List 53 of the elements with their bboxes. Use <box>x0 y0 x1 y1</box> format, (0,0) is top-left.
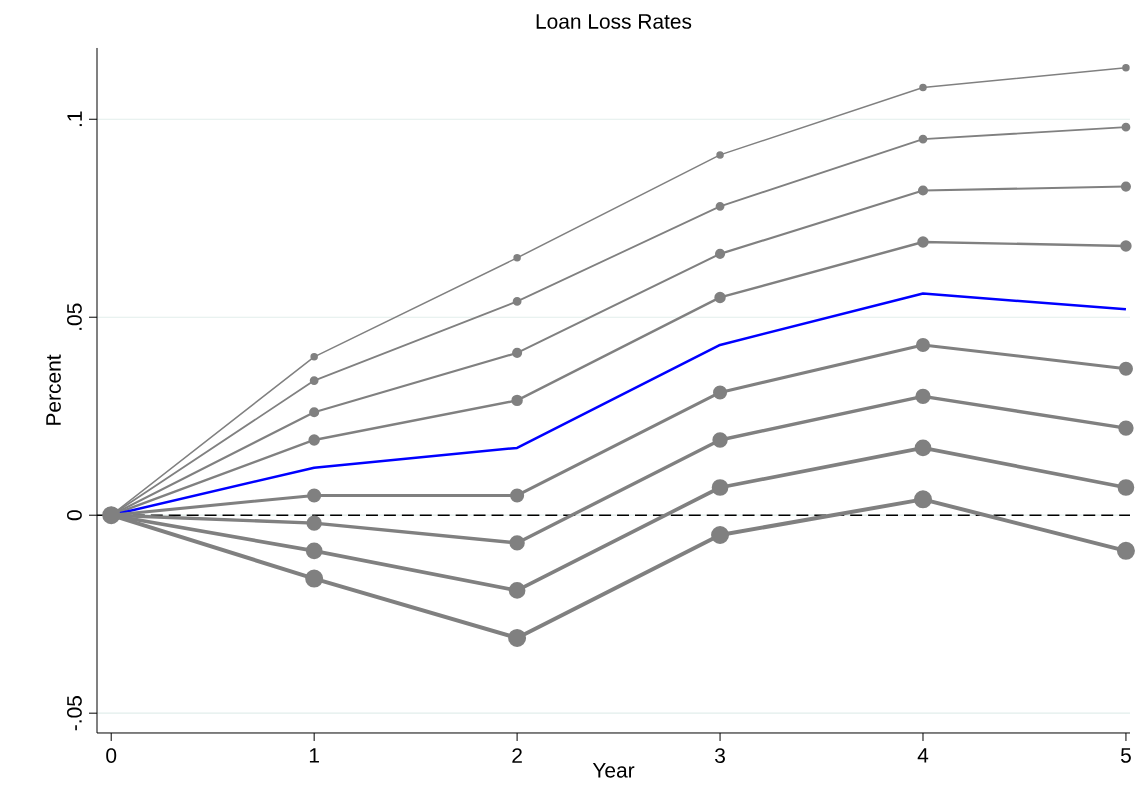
x-tick-label: 5 <box>1120 748 1131 763</box>
point <box>914 439 932 457</box>
point <box>512 347 523 358</box>
point <box>1122 64 1130 72</box>
y-axis-title: Percent <box>46 354 61 425</box>
x-tick-label: 1 <box>309 748 319 763</box>
point <box>715 201 725 211</box>
point <box>714 248 726 259</box>
point <box>713 385 728 400</box>
point <box>512 296 522 306</box>
point <box>306 515 322 531</box>
point <box>1117 479 1135 496</box>
x-axis-title: Year <box>592 763 635 778</box>
y-tick-label: 0 <box>67 510 82 521</box>
point <box>510 488 525 503</box>
y-tick-label: .05 <box>67 303 82 330</box>
point <box>1118 420 1134 436</box>
point <box>915 388 931 405</box>
point <box>305 569 324 588</box>
point <box>711 526 730 545</box>
point <box>712 432 728 448</box>
x-tick-label: 2 <box>512 748 522 763</box>
point <box>918 134 928 144</box>
chart-title: Loan Loss Rates <box>536 14 692 29</box>
point <box>509 535 525 551</box>
point <box>508 582 526 599</box>
point <box>714 291 726 304</box>
point <box>1120 181 1131 192</box>
point <box>1116 541 1135 560</box>
point <box>917 185 929 196</box>
point <box>917 236 929 248</box>
y-tick-label: -.05 <box>67 696 82 731</box>
point <box>309 407 320 418</box>
point <box>913 490 932 509</box>
point <box>915 337 931 352</box>
point <box>513 254 521 262</box>
y-tick-label: .1 <box>67 111 82 127</box>
point <box>309 376 319 385</box>
point <box>716 151 724 159</box>
point <box>1118 361 1133 376</box>
point <box>1120 240 1132 252</box>
point <box>307 488 322 503</box>
point <box>511 394 523 407</box>
point <box>508 628 527 647</box>
point <box>919 83 927 92</box>
point <box>310 353 318 361</box>
point <box>711 479 729 496</box>
point <box>308 434 320 446</box>
x-tick-label: 3 <box>715 748 725 763</box>
x-tick-label: 4 <box>917 748 929 763</box>
point <box>305 542 323 560</box>
x-tick-label: 0 <box>106 748 117 763</box>
point <box>1121 122 1131 132</box>
